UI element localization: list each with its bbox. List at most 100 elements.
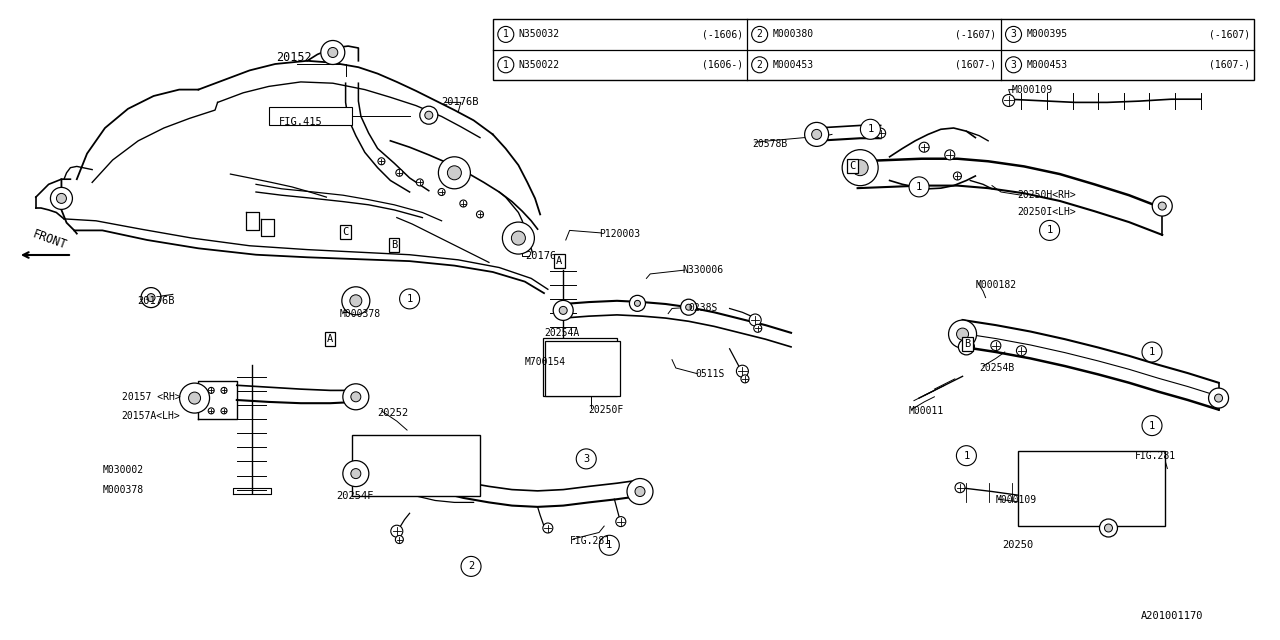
- Circle shape: [390, 525, 403, 537]
- Circle shape: [1208, 388, 1229, 408]
- Circle shape: [736, 365, 749, 377]
- Circle shape: [1006, 57, 1021, 73]
- Text: A201001170: A201001170: [1140, 611, 1203, 621]
- Text: 20250I<LH>: 20250I<LH>: [1018, 207, 1076, 218]
- Circle shape: [1215, 394, 1222, 402]
- Circle shape: [1039, 220, 1060, 241]
- Circle shape: [188, 392, 201, 404]
- Text: M700154: M700154: [525, 356, 566, 367]
- Text: 1: 1: [1047, 225, 1052, 236]
- Text: 1: 1: [1149, 347, 1155, 357]
- Circle shape: [751, 26, 768, 42]
- Circle shape: [321, 40, 344, 65]
- Circle shape: [498, 26, 513, 42]
- Circle shape: [221, 408, 227, 414]
- Text: 2: 2: [468, 561, 474, 572]
- Circle shape: [147, 294, 155, 301]
- Circle shape: [553, 300, 573, 321]
- Circle shape: [955, 483, 965, 493]
- Circle shape: [503, 222, 535, 254]
- Text: B: B: [965, 339, 970, 349]
- Circle shape: [754, 324, 762, 332]
- Circle shape: [342, 287, 370, 315]
- Text: (-1607): (-1607): [1210, 29, 1251, 40]
- Text: M000380: M000380: [773, 29, 814, 40]
- Text: M00011: M00011: [909, 406, 945, 416]
- Text: 20250H<RH>: 20250H<RH>: [1018, 190, 1076, 200]
- Circle shape: [378, 158, 385, 164]
- Text: 2: 2: [756, 29, 763, 40]
- Circle shape: [860, 119, 881, 140]
- Text: 0511S: 0511S: [695, 369, 724, 380]
- Circle shape: [349, 295, 362, 307]
- Circle shape: [741, 375, 749, 383]
- Text: 1: 1: [607, 540, 612, 550]
- Circle shape: [416, 179, 424, 186]
- Text: 20157A<LH>: 20157A<LH>: [122, 411, 180, 421]
- Text: C: C: [343, 227, 348, 237]
- Text: 20152: 20152: [276, 51, 312, 64]
- Text: M000395: M000395: [1027, 29, 1068, 40]
- Circle shape: [448, 166, 461, 180]
- Circle shape: [805, 122, 828, 147]
- Text: (1606-): (1606-): [701, 60, 742, 70]
- Text: FIG.415: FIG.415: [279, 116, 323, 127]
- Text: 0238S: 0238S: [689, 303, 718, 314]
- Text: 1: 1: [407, 294, 412, 304]
- Text: 20157 <RH>: 20157 <RH>: [122, 392, 180, 402]
- Circle shape: [681, 300, 696, 316]
- Circle shape: [909, 177, 929, 197]
- Text: N350032: N350032: [518, 29, 559, 40]
- Bar: [545, 341, 620, 396]
- Text: 20254F: 20254F: [337, 491, 374, 501]
- Text: 20176B: 20176B: [137, 296, 174, 306]
- Text: 20578B: 20578B: [753, 139, 788, 149]
- Text: M000109: M000109: [1011, 84, 1052, 95]
- Text: A: A: [557, 256, 562, 266]
- Text: N330006: N330006: [682, 265, 723, 275]
- Circle shape: [420, 106, 438, 124]
- Circle shape: [635, 300, 640, 307]
- Text: FIG.281: FIG.281: [1135, 451, 1176, 461]
- Bar: [352, 435, 480, 496]
- Circle shape: [576, 449, 596, 469]
- Text: 20176B: 20176B: [442, 97, 479, 108]
- Circle shape: [1152, 196, 1172, 216]
- Text: M000378: M000378: [339, 308, 380, 319]
- Circle shape: [948, 320, 977, 348]
- Circle shape: [959, 339, 974, 355]
- Circle shape: [1142, 342, 1162, 362]
- Text: 1: 1: [503, 29, 508, 40]
- Circle shape: [179, 383, 210, 413]
- Text: 2: 2: [756, 60, 763, 70]
- Text: M000453: M000453: [773, 60, 814, 70]
- Text: A: A: [328, 334, 333, 344]
- Circle shape: [543, 523, 553, 533]
- Circle shape: [616, 516, 626, 527]
- Text: FRONT: FRONT: [31, 228, 69, 252]
- Circle shape: [328, 47, 338, 58]
- Text: B: B: [392, 240, 397, 250]
- Circle shape: [351, 468, 361, 479]
- Circle shape: [396, 536, 403, 543]
- Text: M000109: M000109: [996, 495, 1037, 506]
- Text: C: C: [850, 161, 855, 172]
- Circle shape: [461, 556, 481, 577]
- Text: 3: 3: [1011, 60, 1016, 70]
- Text: 20254A: 20254A: [544, 328, 580, 338]
- Text: (1607-): (1607-): [1210, 60, 1251, 70]
- Circle shape: [209, 387, 214, 394]
- Circle shape: [842, 150, 878, 186]
- Circle shape: [343, 384, 369, 410]
- Circle shape: [945, 150, 955, 160]
- Circle shape: [635, 486, 645, 497]
- Text: 1: 1: [964, 451, 969, 461]
- Text: M000453: M000453: [1027, 60, 1068, 70]
- Text: 3: 3: [584, 454, 589, 464]
- Text: M000182: M000182: [975, 280, 1016, 290]
- Bar: [493, 19, 1254, 80]
- Circle shape: [812, 129, 822, 140]
- Text: 1: 1: [1149, 420, 1155, 431]
- Text: (-1606): (-1606): [701, 29, 742, 40]
- Circle shape: [1100, 519, 1117, 537]
